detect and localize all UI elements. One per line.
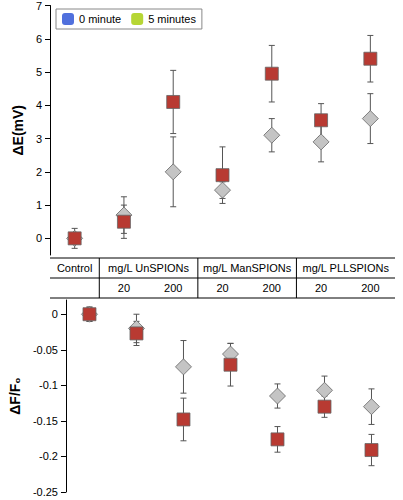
svg-text:20: 20 <box>216 282 228 294</box>
svg-text:-0.25: -0.25 <box>33 486 58 498</box>
svg-text:-0.05: -0.05 <box>33 344 58 356</box>
svg-text:mg/L PLLSPIONs: mg/L PLLSPIONs <box>303 262 390 274</box>
svg-text:-0.2: -0.2 <box>39 450 58 462</box>
svg-text:-0.15: -0.15 <box>33 415 58 427</box>
svg-text:200: 200 <box>361 282 379 294</box>
svg-text:mg/L ManSPIONs: mg/L ManSPIONs <box>203 262 292 274</box>
svg-text:20: 20 <box>315 282 327 294</box>
svg-text:200: 200 <box>263 282 281 294</box>
svg-text:0: 0 <box>36 232 42 244</box>
svg-text:-0.1: -0.1 <box>39 379 58 391</box>
svg-text:3: 3 <box>36 133 42 145</box>
svg-text:4: 4 <box>36 99 42 111</box>
svg-text:0 minute: 0 minute <box>79 13 121 25</box>
svg-text:ΔE(mV): ΔE(mV) <box>10 105 26 156</box>
svg-text:5 minutes: 5 minutes <box>148 13 196 25</box>
svg-text:1: 1 <box>36 199 42 211</box>
svg-text:20: 20 <box>118 282 130 294</box>
svg-text:ΔF/F₀: ΔF/F₀ <box>7 377 23 414</box>
svg-text:2: 2 <box>36 166 42 178</box>
svg-text:6: 6 <box>36 33 42 45</box>
svg-text:0: 0 <box>52 308 58 320</box>
svg-text:7: 7 <box>36 0 42 12</box>
svg-text:200: 200 <box>164 282 182 294</box>
svg-text:mg/L UnSPIONs: mg/L UnSPIONs <box>108 262 189 274</box>
svg-text:5: 5 <box>36 66 42 78</box>
svg-text:Control: Control <box>57 262 92 274</box>
